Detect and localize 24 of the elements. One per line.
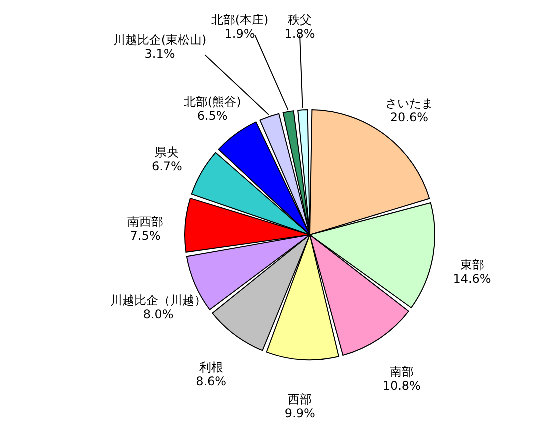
data-label: 7.5%	[130, 229, 161, 244]
slice-label: 北部(本庄)	[211, 13, 269, 27]
slice-label: 川越比企(東松山)	[113, 33, 207, 47]
slice-label: 川越比企（川越）	[110, 294, 207, 308]
slice-label: 秩父	[288, 13, 312, 27]
slice-label: 東部	[460, 258, 484, 272]
data-label: 9.9%	[284, 406, 316, 421]
data-label: 8.0%	[143, 308, 174, 322]
slice-label: 北部(熊谷)	[184, 94, 242, 109]
data-label: 10.8%	[382, 379, 421, 394]
data-label: 1.9%	[224, 27, 256, 41]
data-label: 3.1%	[144, 47, 176, 61]
slice-label: 南部	[390, 365, 414, 380]
slice-label: さいたま	[385, 96, 434, 110]
slice-label: 利根	[199, 360, 224, 374]
slice-label: 県央	[155, 145, 180, 160]
slice-label: 南西部	[128, 215, 164, 230]
data-label: 6.5%	[197, 108, 228, 123]
data-label: 6.7%	[152, 159, 182, 174]
slice-label: 西部	[288, 392, 312, 407]
data-label: 14.6%	[453, 272, 492, 286]
data-label: 20.6%	[390, 110, 429, 124]
data-label: 1.8%	[284, 27, 316, 41]
data-label: 8.6%	[196, 374, 227, 388]
